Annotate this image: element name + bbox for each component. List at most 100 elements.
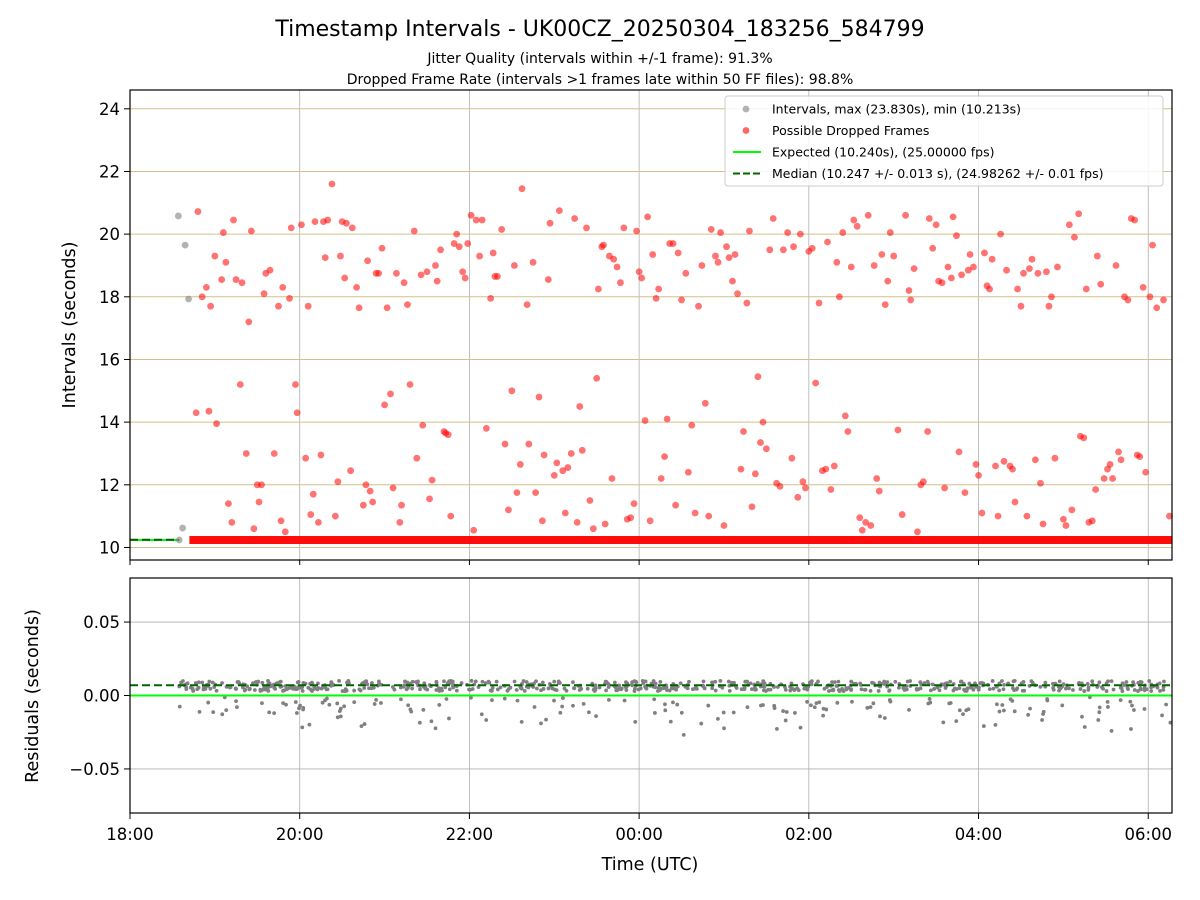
dropped-frame-point bbox=[1054, 263, 1061, 271]
residual-point bbox=[1038, 684, 1043, 689]
dropped-frame-point bbox=[988, 255, 996, 263]
residual-point bbox=[908, 679, 913, 683]
dropped-frame-point bbox=[875, 487, 883, 495]
residual-outlier-point bbox=[871, 701, 876, 706]
residual-point bbox=[447, 687, 452, 692]
residual-outlier-point bbox=[607, 697, 611, 702]
residual-point bbox=[1021, 680, 1026, 684]
dropped-frame-point bbox=[516, 461, 524, 468]
residual-point bbox=[991, 686, 996, 691]
dropped-frame-point bbox=[1124, 296, 1132, 304]
legend-label: Intervals, max (23.830s), min (10.213s) bbox=[772, 102, 1021, 117]
residual-outlier-point bbox=[444, 697, 449, 701]
dropped-frame-point bbox=[688, 421, 696, 429]
residual-point bbox=[1051, 686, 1056, 690]
dropped-frame-point bbox=[304, 302, 312, 310]
dropped-frame-point bbox=[743, 299, 751, 307]
residual-point bbox=[887, 688, 892, 693]
residual-point bbox=[498, 685, 503, 690]
residual-point bbox=[885, 680, 890, 685]
residual-point bbox=[882, 679, 887, 684]
dropped-frame-point bbox=[748, 503, 756, 511]
residual-point bbox=[541, 687, 546, 691]
dropped-frame-point bbox=[822, 465, 830, 473]
residual-point bbox=[1030, 680, 1035, 685]
residual-point bbox=[761, 688, 766, 693]
dropped-frame-point bbox=[529, 258, 537, 266]
residual-point bbox=[597, 685, 602, 690]
dropped-frame-point bbox=[428, 476, 436, 484]
dropped-frame-point bbox=[540, 451, 548, 459]
residual-point bbox=[726, 679, 731, 684]
residual-point bbox=[362, 686, 367, 690]
residual-point bbox=[207, 679, 212, 684]
dropped-frame-point bbox=[1139, 284, 1147, 291]
dropped-frame-point bbox=[914, 528, 921, 536]
residual-point bbox=[448, 680, 453, 685]
residual-outlier-point bbox=[1097, 710, 1102, 715]
residual-point bbox=[932, 687, 936, 691]
residual-point bbox=[1043, 680, 1048, 685]
figure-subtitle-jitter: Jitter Quality (intervals within +/-1 fr… bbox=[426, 51, 772, 67]
residual-outlier-point bbox=[784, 710, 789, 714]
residual-point bbox=[203, 687, 208, 691]
dropped-frame-point bbox=[518, 185, 526, 193]
residual-point bbox=[665, 688, 669, 693]
residual-point bbox=[1051, 681, 1055, 686]
dropped-frame-point bbox=[337, 252, 344, 260]
residual-point bbox=[795, 686, 800, 691]
dropped-frame-point bbox=[230, 216, 237, 224]
residual-outlier-point bbox=[1096, 718, 1101, 722]
dropped-frame-point bbox=[589, 525, 597, 533]
residual-outlier-point bbox=[868, 705, 873, 710]
residual-point bbox=[831, 688, 836, 693]
dropped-frame-point bbox=[347, 467, 355, 475]
residual-outlier-point bbox=[888, 699, 893, 704]
residual-point bbox=[893, 679, 898, 684]
dropped-frame-point bbox=[1106, 461, 1114, 468]
dropped-frame-point bbox=[1068, 506, 1076, 514]
residual-point bbox=[376, 679, 381, 684]
dropped-frame-point bbox=[205, 407, 213, 415]
dropped-frame-point bbox=[1088, 517, 1096, 525]
dropped-frame-point bbox=[1109, 475, 1117, 482]
dropped-frame-point bbox=[994, 512, 1002, 520]
dropped-frame-point bbox=[674, 249, 682, 257]
dropped-frame-point bbox=[1136, 453, 1144, 460]
residual-outlier-point bbox=[544, 717, 548, 722]
residual-point bbox=[922, 681, 927, 685]
residual-point bbox=[418, 687, 422, 692]
dropped-frame-point bbox=[731, 251, 739, 258]
residual-outlier-point bbox=[327, 702, 332, 707]
dropped-frame-point bbox=[334, 478, 342, 486]
dropped-frame-point bbox=[907, 296, 915, 304]
dropped-frame-point bbox=[1020, 269, 1027, 277]
dropped-frame-point bbox=[583, 224, 590, 232]
dropped-frame-point bbox=[494, 273, 501, 280]
dropped-frame-point bbox=[652, 294, 660, 302]
residual-point bbox=[630, 682, 634, 687]
dropped-frame-point bbox=[717, 229, 724, 236]
dropped-frame-point bbox=[978, 509, 986, 517]
dropped-frame-point bbox=[725, 254, 733, 262]
dropped-frame-point bbox=[387, 390, 394, 398]
dropped-frame-point bbox=[277, 517, 285, 525]
dropped-frame-point bbox=[222, 258, 230, 266]
dropped-frame-point bbox=[266, 266, 274, 274]
dropped-frame-point bbox=[444, 431, 452, 439]
dropped-frame-point bbox=[478, 216, 486, 224]
residual-point bbox=[987, 687, 992, 691]
dropped-frame-point bbox=[1100, 475, 1108, 482]
dropped-frame-point bbox=[663, 415, 671, 423]
residual-point bbox=[701, 679, 706, 684]
residual-point bbox=[653, 681, 658, 686]
dropped-frame-point bbox=[1071, 233, 1078, 241]
dropped-frame-point bbox=[672, 501, 680, 509]
residual-point bbox=[352, 688, 357, 693]
dropped-frame-point bbox=[975, 472, 982, 479]
dropped-frame-point bbox=[1115, 448, 1122, 456]
residual-point bbox=[357, 687, 362, 692]
residual-outlier-point bbox=[586, 710, 591, 715]
residual-point bbox=[1078, 687, 1083, 691]
